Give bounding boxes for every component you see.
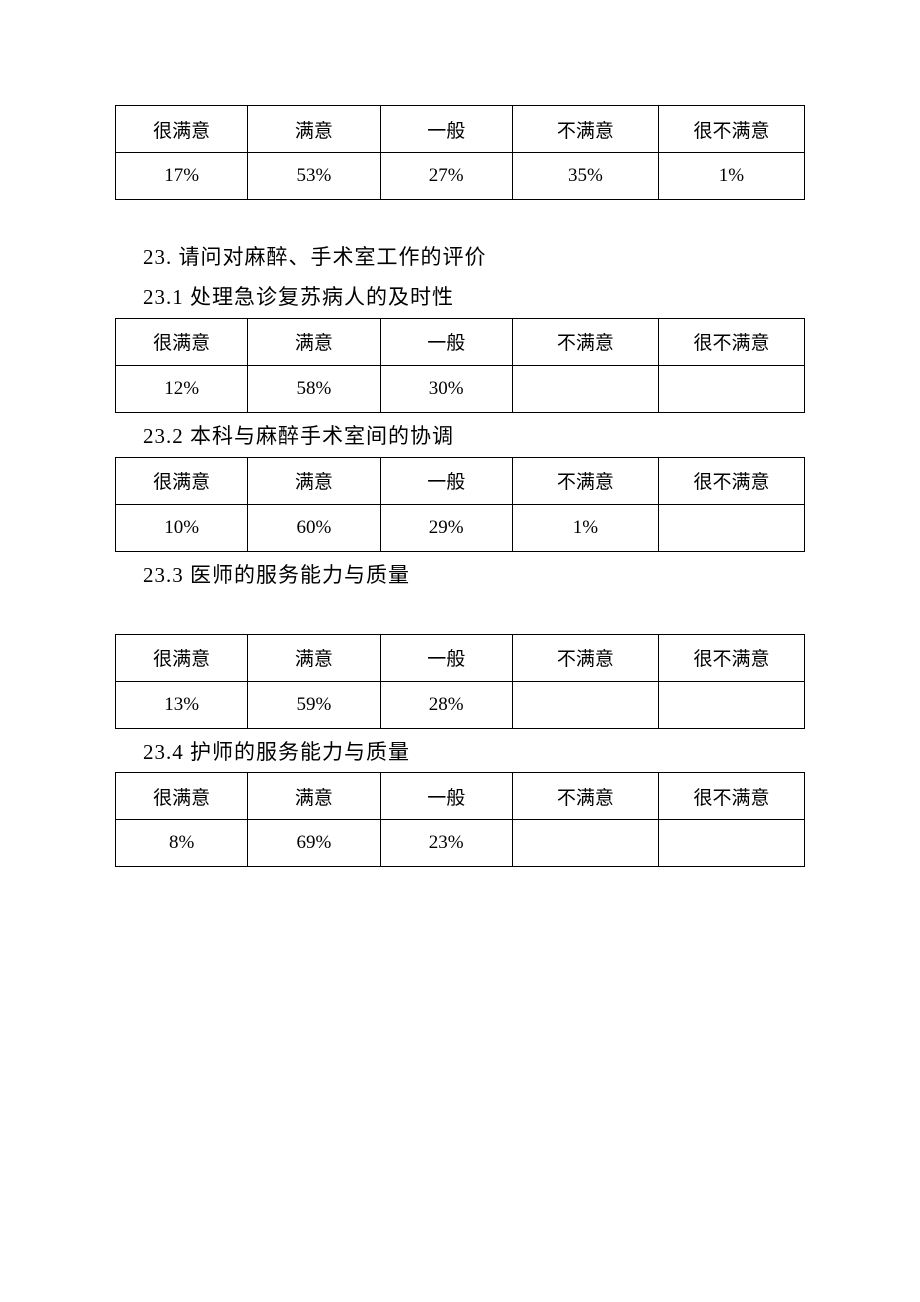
value-cell: 23% xyxy=(380,820,512,867)
value-cell xyxy=(658,365,804,412)
header-cell: 很不满意 xyxy=(658,457,804,504)
section-23-3-title: 23.3 医师的服务能力与质量 xyxy=(143,556,805,596)
table-23-3: 很满意 满意 一般 不满意 很不满意 13% 59% 28% xyxy=(115,634,805,729)
header-cell: 很满意 xyxy=(116,773,248,820)
value-cell: 60% xyxy=(248,504,380,551)
header-cell: 一般 xyxy=(380,773,512,820)
header-cell: 很不满意 xyxy=(658,634,804,681)
value-cell: 12% xyxy=(116,365,248,412)
header-cell: 很不满意 xyxy=(658,106,804,153)
header-cell: 不满意 xyxy=(512,106,658,153)
header-cell: 满意 xyxy=(248,773,380,820)
value-cell: 69% xyxy=(248,820,380,867)
section-23-2-title: 23.2 本科与麻醉手术室间的协调 xyxy=(143,417,805,457)
header-cell: 很不满意 xyxy=(658,773,804,820)
header-cell: 满意 xyxy=(248,106,380,153)
value-cell xyxy=(658,820,804,867)
value-cell xyxy=(658,681,804,728)
table-row: 很满意 满意 一般 不满意 很不满意 xyxy=(116,318,805,365)
header-cell: 一般 xyxy=(380,634,512,681)
table-row: 很满意 满意 一般 不满意 很不满意 xyxy=(116,457,805,504)
value-cell: 8% xyxy=(116,820,248,867)
table-23-2: 很满意 满意 一般 不满意 很不满意 10% 60% 29% 1% xyxy=(115,457,805,552)
table-row: 12% 58% 30% xyxy=(116,365,805,412)
header-cell: 不满意 xyxy=(512,634,658,681)
value-cell: 30% xyxy=(380,365,512,412)
section-23-title: 23. 请问对麻醉、手术室工作的评价 xyxy=(143,238,805,278)
value-cell: 1% xyxy=(512,504,658,551)
value-cell: 53% xyxy=(248,153,380,200)
header-cell: 很满意 xyxy=(116,634,248,681)
table-row: 10% 60% 29% 1% xyxy=(116,504,805,551)
value-cell: 13% xyxy=(116,681,248,728)
value-cell: 28% xyxy=(380,681,512,728)
header-cell: 很满意 xyxy=(116,457,248,504)
value-cell: 58% xyxy=(248,365,380,412)
value-cell: 29% xyxy=(380,504,512,551)
header-cell: 不满意 xyxy=(512,318,658,365)
header-cell: 满意 xyxy=(248,457,380,504)
header-cell: 一般 xyxy=(380,457,512,504)
value-cell: 35% xyxy=(512,153,658,200)
header-cell: 很不满意 xyxy=(658,318,804,365)
value-cell xyxy=(512,681,658,728)
table-row: 13% 59% 28% xyxy=(116,681,805,728)
value-cell: 17% xyxy=(116,153,248,200)
table-row: 17% 53% 27% 35% 1% xyxy=(116,153,805,200)
header-cell: 很满意 xyxy=(116,318,248,365)
header-cell: 不满意 xyxy=(512,457,658,504)
value-cell xyxy=(512,820,658,867)
header-cell: 不满意 xyxy=(512,773,658,820)
table-row: 很满意 满意 一般 不满意 很不满意 xyxy=(116,106,805,153)
section-23-4-title: 23.4 护师的服务能力与质量 xyxy=(143,733,805,773)
spacer-table xyxy=(115,596,805,634)
value-cell: 27% xyxy=(380,153,512,200)
header-cell: 一般 xyxy=(380,318,512,365)
table-23-4: 很满意 满意 一般 不满意 很不满意 8% 69% 23% xyxy=(115,772,805,867)
header-cell: 满意 xyxy=(248,634,380,681)
table-0: 很满意 满意 一般 不满意 很不满意 17% 53% 27% 35% 1% xyxy=(115,105,805,200)
table-row: 8% 69% 23% xyxy=(116,820,805,867)
value-cell: 59% xyxy=(248,681,380,728)
table-23-1: 很满意 满意 一般 不满意 很不满意 12% 58% 30% xyxy=(115,318,805,413)
header-cell: 满意 xyxy=(248,318,380,365)
value-cell: 10% xyxy=(116,504,248,551)
value-cell: 1% xyxy=(658,153,804,200)
value-cell xyxy=(658,504,804,551)
header-cell: 一般 xyxy=(380,106,512,153)
table-row: 很满意 满意 一般 不满意 很不满意 xyxy=(116,634,805,681)
section-23-1-title: 23.1 处理急诊复苏病人的及时性 xyxy=(143,278,805,318)
header-cell: 很满意 xyxy=(116,106,248,153)
table-row: 很满意 满意 一般 不满意 很不满意 xyxy=(116,773,805,820)
value-cell xyxy=(512,365,658,412)
